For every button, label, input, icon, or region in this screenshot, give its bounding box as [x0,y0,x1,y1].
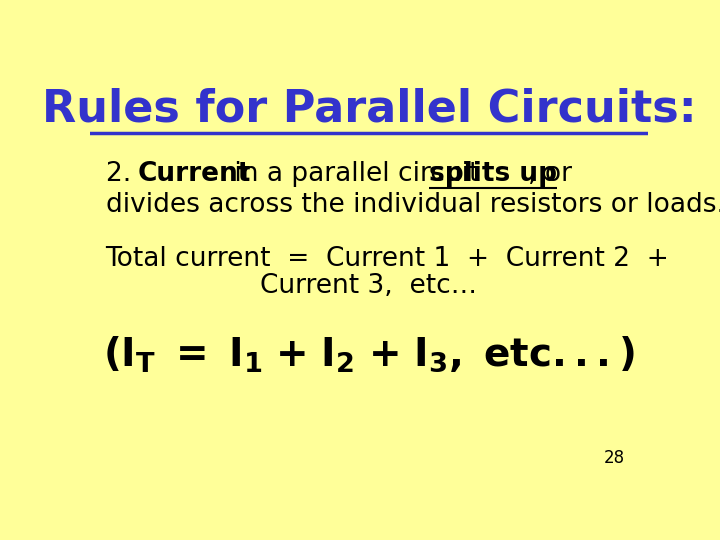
Text: in a parallel circuit: in a parallel circuit [226,161,487,187]
Text: splits up: splits up [429,161,557,187]
Text: Current: Current [138,161,251,187]
Text: 2.: 2. [106,161,148,187]
Text: 28: 28 [603,449,625,467]
Text: Current 3,  etc…: Current 3, etc… [261,273,477,299]
Text: Rules for Parallel Circuits:: Rules for Parallel Circuits: [42,88,696,131]
Text: Total current  =  Current 1  +  Current 2  +: Total current = Current 1 + Current 2 + [106,246,670,272]
Text: divides across the individual resistors or loads.: divides across the individual resistors … [106,192,720,218]
Text: $\mathbf{(I_T}\ \mathbf{=}\ \mathbf{I_1}\ \mathbf{+}\ \mathbf{I_2}\ \mathbf{+}\ : $\mathbf{(I_T}\ \mathbf{=}\ \mathbf{I_1}… [103,334,635,374]
Text: , or: , or [528,161,572,187]
